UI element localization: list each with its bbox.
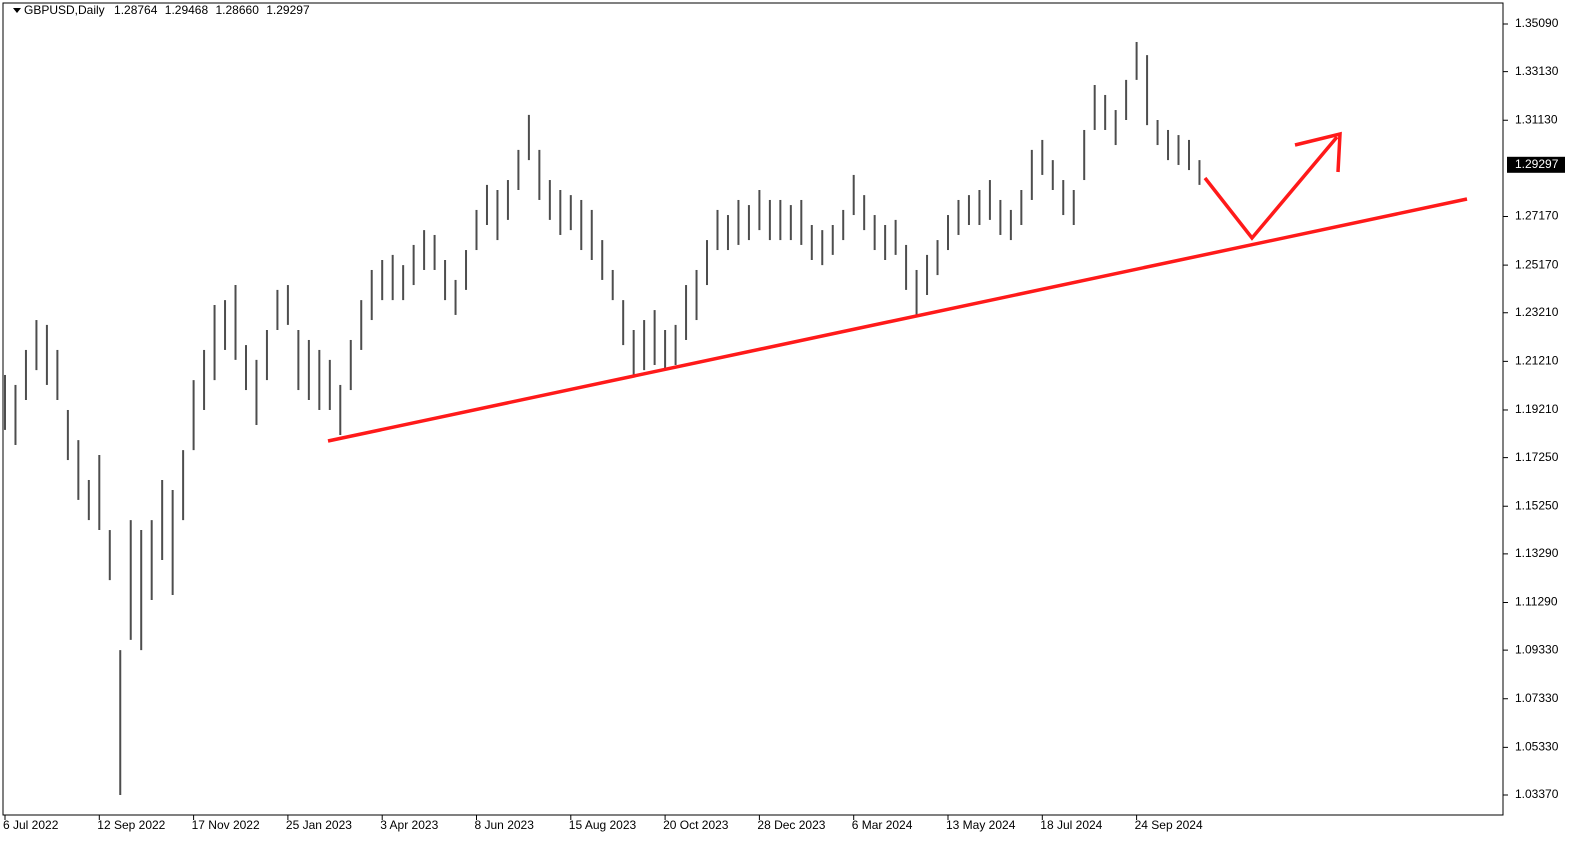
- trend-line: [327, 197, 1468, 443]
- y-tick-label: 1.31130: [1515, 112, 1558, 126]
- price-label: 1.29297: [1515, 157, 1559, 171]
- open: 1.28764: [114, 3, 158, 17]
- price-label-bg: [1507, 156, 1565, 173]
- x-tick-label: 18 Jul 2024: [1040, 818, 1102, 832]
- bars: [4, 41, 1201, 795]
- x-tick-label: 28 Dec 2023: [757, 818, 825, 832]
- low: 1.28660: [216, 3, 260, 17]
- y-tick-label: 1.25170: [1515, 257, 1559, 271]
- arrow-head: [1294, 131, 1342, 173]
- x-tick-label: 6 Mar 2024: [852, 818, 913, 832]
- y-tick-label: 1.23210: [1515, 305, 1559, 319]
- x-tick-label: 15 Aug 2023: [569, 818, 637, 832]
- y-tick-label: 1.33130: [1515, 64, 1559, 78]
- plot-frame: [2, 2, 1504, 816]
- menu-arrow[interactable]: [13, 8, 21, 13]
- x-tick-label: 24 Sep 2024: [1135, 818, 1203, 832]
- y-tick-label: 1.09330: [1515, 642, 1559, 656]
- y-tick-label: 1.11290: [1515, 595, 1558, 609]
- y-tick-label: 1.07330: [1515, 691, 1559, 705]
- symbol: GBPUSD,Daily: [24, 3, 105, 17]
- x-tick-label: 17 Nov 2022: [192, 818, 260, 832]
- x-tick-label: 13 May 2024: [946, 818, 1016, 832]
- y-tick-label: 1.03370: [1515, 787, 1559, 801]
- y-tick-label: 1.19210: [1515, 402, 1559, 416]
- y-tick-label: 1.17250: [1515, 450, 1559, 464]
- x-tick-label: 12 Sep 2022: [97, 818, 165, 832]
- high: 1.29468: [165, 3, 209, 17]
- y-tick-label: 1.15250: [1515, 498, 1559, 512]
- y-tick-label: 1.13290: [1515, 546, 1559, 560]
- projection-arrow: [1203, 135, 1339, 241]
- x-tick-label: 8 Jun 2023: [475, 818, 535, 832]
- x-tick-label: 20 Oct 2023: [663, 818, 729, 832]
- x-tick-label: 25 Jan 2023: [286, 818, 352, 832]
- x-tick-label: 6 Jul 2022: [3, 818, 59, 832]
- y-tick-label: 1.35090: [1515, 16, 1559, 30]
- y-tick-label: 1.27170: [1515, 209, 1559, 223]
- chart-header: GBPUSD,Daily 1.28764 1.29468 1.28660 1.2…: [24, 3, 310, 17]
- y-tick-label: 1.05330: [1515, 740, 1559, 754]
- y-tick-label: 1.21210: [1515, 354, 1559, 368]
- close: 1.29297: [266, 3, 310, 17]
- x-tick-label: 3 Apr 2023: [380, 818, 438, 832]
